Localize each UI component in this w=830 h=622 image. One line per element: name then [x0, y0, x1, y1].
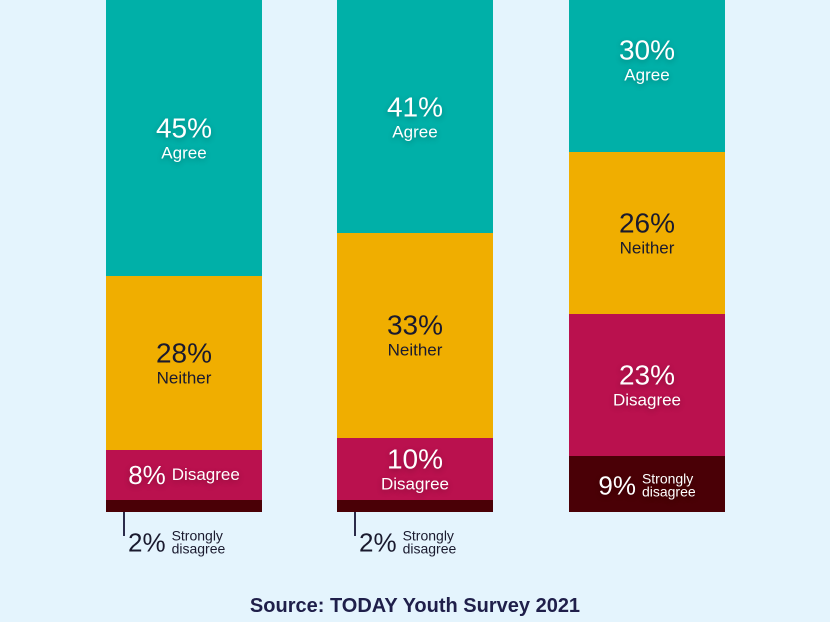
- leader-line: [123, 512, 125, 536]
- bar-segment-strongly-disagree: [337, 499, 493, 512]
- data-label-value: 8%: [128, 459, 166, 490]
- data-label: 9% Strongly disagree: [598, 470, 696, 502]
- data-label-category: Strongly disagree: [171, 527, 226, 557]
- bar-segment-neither: [337, 233, 493, 438]
- data-label-category: Agree: [392, 122, 438, 141]
- bar-segment-strongly-disagree: [106, 499, 262, 512]
- data-label: 45% Agree: [155, 112, 213, 163]
- data-label-category: Agree: [161, 143, 207, 163]
- source-note: Source: TODAY Youth Survey 2021: [249, 595, 581, 617]
- data-label: 10% Disagree: [380, 443, 450, 494]
- data-label-value: 23%: [618, 359, 676, 391]
- data-label-value: 41%: [386, 91, 444, 122]
- data-label-category: Neither: [387, 340, 443, 360]
- data-label-value: 30%: [618, 34, 676, 66]
- data-label-value: 26%: [618, 207, 676, 239]
- data-label-category: Strongly disagree: [402, 527, 457, 557]
- data-label: 2% Strongly disagree: [359, 527, 457, 558]
- leader-line: [354, 512, 356, 536]
- data-label: 23% Disagree: [612, 359, 682, 410]
- bar-segment-agree: [569, 0, 725, 153]
- bar-segment-strongly-disagree: [569, 456, 725, 512]
- data-label-category: Agree: [624, 65, 670, 85]
- data-label-category: Disagree: [612, 390, 682, 410]
- data-label-value: 2%: [359, 528, 397, 558]
- data-label: 41% Agree: [386, 91, 444, 141]
- bar-segment-agree: [106, 0, 262, 277]
- data-label: 8% Disagree: [128, 462, 240, 488]
- bar-segment-neither: [106, 276, 262, 450]
- data-label-value: 2%: [128, 528, 166, 558]
- bar-segment-agree: [337, 0, 493, 233]
- data-label-value: 33%: [386, 309, 444, 341]
- bar-segment-disagree: [337, 437, 493, 500]
- data-label: 33% Neither: [386, 309, 444, 360]
- data-label-value: 9%: [598, 471, 636, 502]
- data-label-category: Disagree: [171, 465, 240, 485]
- data-label-value: 28%: [155, 337, 213, 369]
- bar-segment-neither: [569, 152, 725, 314]
- bar-segment-disagree: [569, 313, 725, 457]
- data-label: 28% Neither: [155, 337, 213, 388]
- data-label: 2% Strongly disagree: [128, 527, 226, 558]
- data-label: 30% Agree: [618, 34, 676, 85]
- data-label-category: Neither: [156, 368, 212, 388]
- data-label: 26% Neither: [618, 207, 676, 258]
- data-label-value: 45%: [155, 112, 213, 144]
- data-label-category: Disagree: [380, 474, 450, 494]
- bar-segment-disagree: [106, 450, 262, 500]
- data-label-value: 10%: [386, 443, 444, 475]
- data-label-category: Strongly disagree: [641, 470, 696, 501]
- data-label-category: Neither: [619, 238, 675, 258]
